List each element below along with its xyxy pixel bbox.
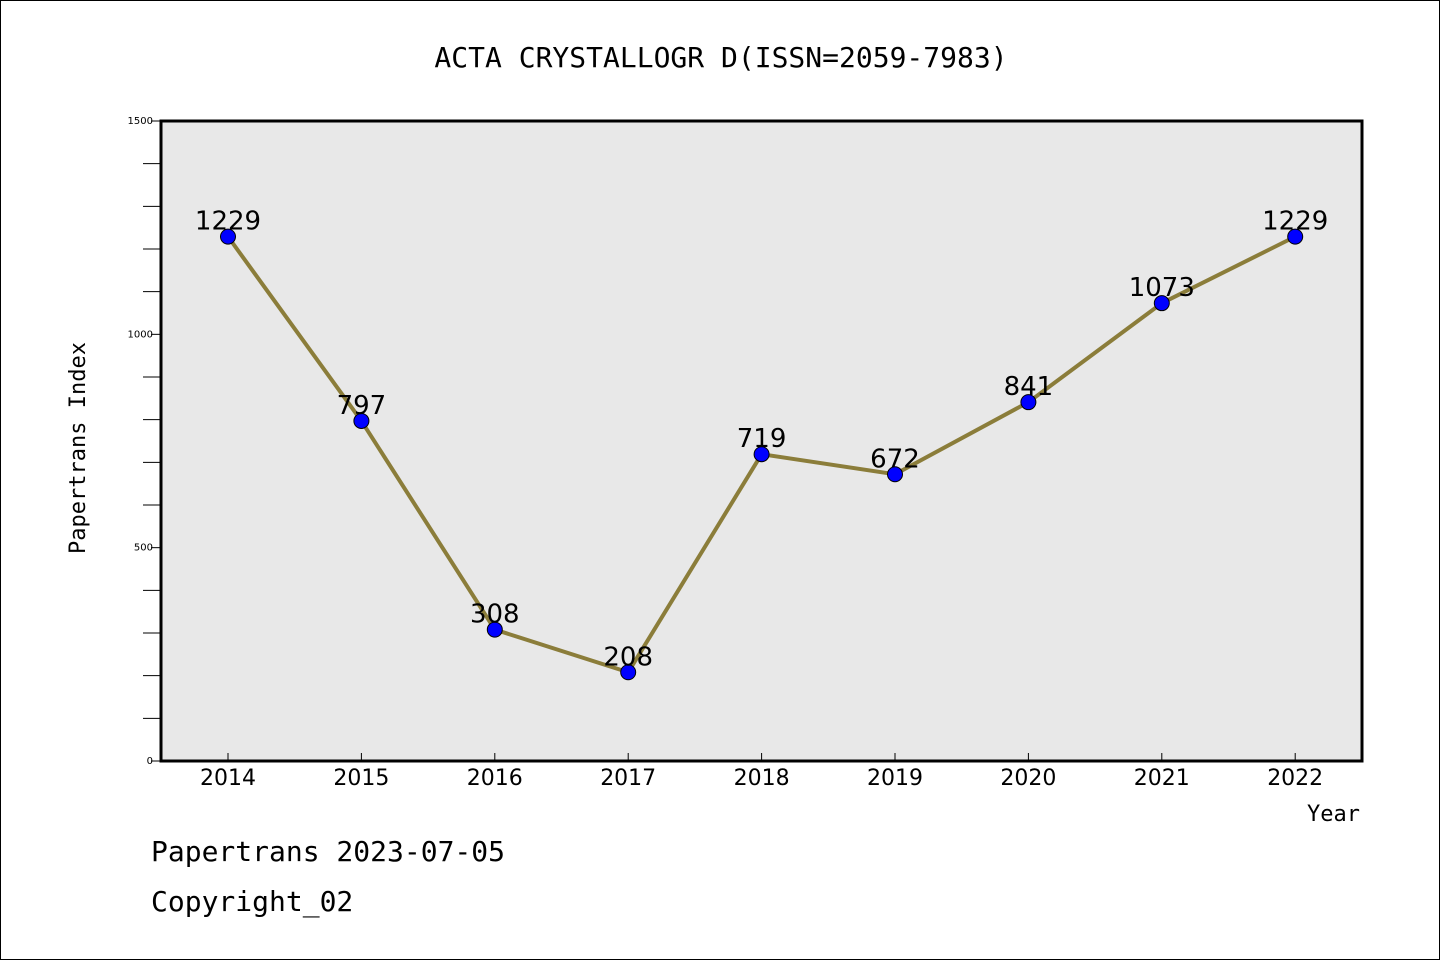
data-point: [353, 412, 370, 429]
data-point: [220, 228, 236, 245]
y-tick-label: 1500: [128, 116, 153, 127]
x-axis-label: Year: [1307, 802, 1360, 827]
y-axis-ticks: 0 500 1000 1500: [128, 116, 161, 767]
data-label: 719: [737, 424, 787, 454]
chart-title: ACTA CRYSTALLOGR D(ISSN=2059-7983): [434, 41, 1007, 74]
data-label: 308: [470, 600, 520, 630]
data-label: 1073: [1129, 273, 1195, 303]
data-label: 1229: [195, 207, 261, 237]
x-tick-label: 2022: [1267, 766, 1323, 791]
data-point: [1287, 228, 1304, 245]
y-tick-label: 500: [134, 543, 153, 554]
x-tick-label: 2014: [200, 766, 256, 791]
plot-area: [159, 119, 1364, 763]
footer-copyright: Copyright_02: [151, 885, 354, 918]
y-tick-label: 0: [147, 756, 153, 767]
data-point: [620, 664, 637, 681]
x-tick-label: 2019: [867, 766, 923, 791]
y-tick-label: 1000: [128, 329, 153, 340]
x-tick-label: 2018: [734, 766, 790, 791]
x-tick-label: 2020: [1000, 766, 1056, 791]
data-markers: [220, 228, 1304, 681]
x-tick-label: 2017: [600, 766, 656, 791]
y-axis-label: Papertrans Index: [66, 342, 91, 554]
x-tick-label: 2021: [1134, 766, 1190, 791]
data-point: [887, 466, 903, 483]
data-point: [753, 446, 770, 463]
footer-date-line: Papertrans 2023-07-05: [151, 835, 506, 868]
data-point: [486, 621, 503, 638]
data-point: [1020, 394, 1037, 411]
data-point: [1153, 295, 1170, 312]
data-label: 841: [1004, 372, 1054, 402]
data-label: 672: [870, 444, 920, 474]
x-tick-label: 2015: [333, 766, 389, 791]
data-label: 1229: [1262, 207, 1328, 237]
data-label: 208: [603, 642, 653, 672]
x-tick-label: 2016: [467, 766, 523, 791]
data-labels: 1229 797 308 208 719 672 841 1073 1229: [195, 207, 1328, 673]
data-label: 797: [337, 391, 387, 421]
x-axis-ticks: 2014 2015 2016 2017 2018 2019 2020 2021 2022: [200, 753, 1323, 791]
